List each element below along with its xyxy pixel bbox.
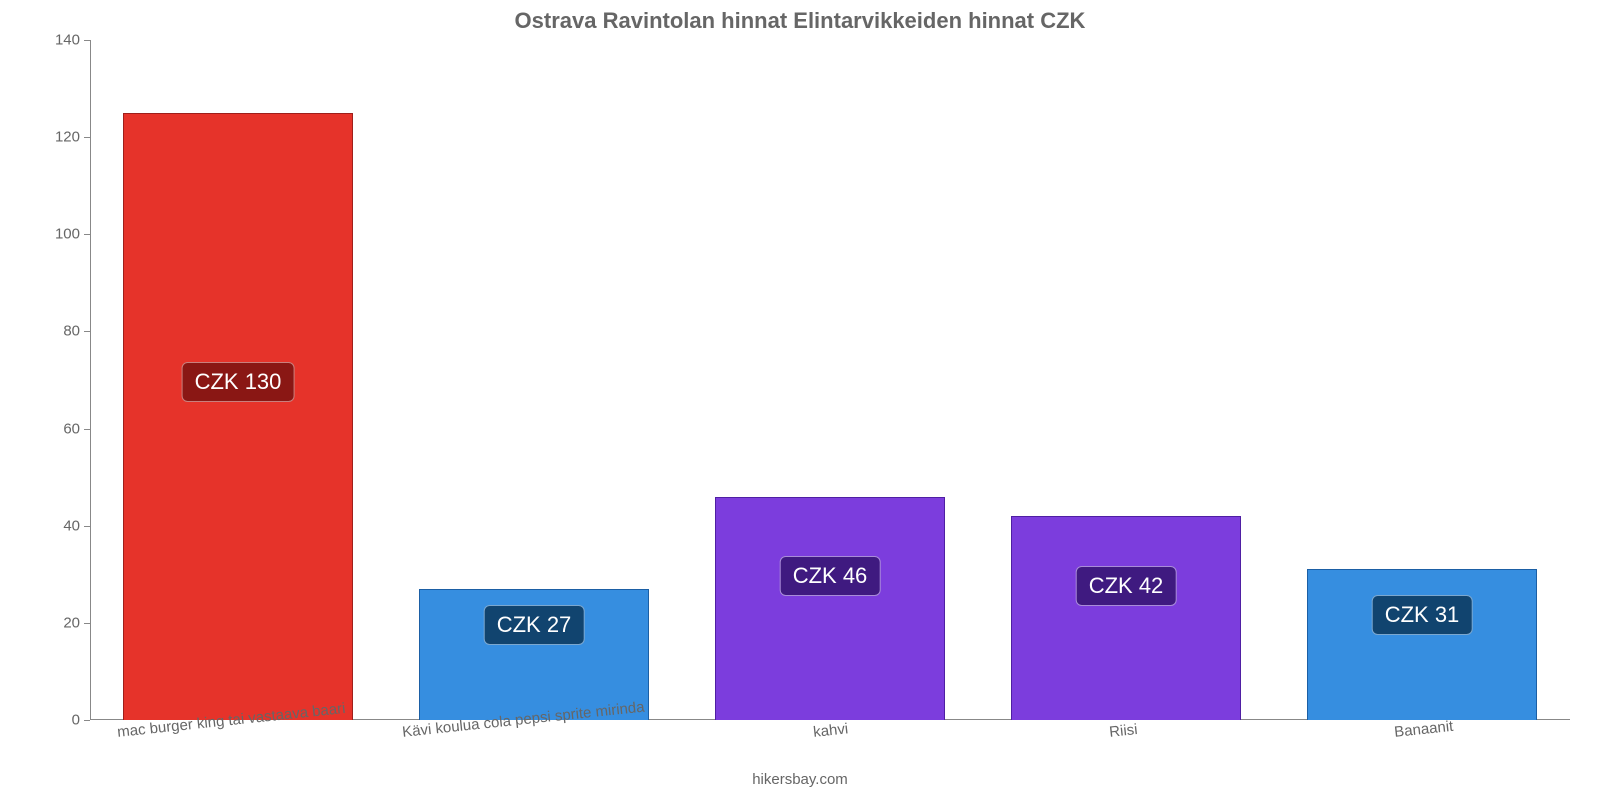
bar xyxy=(123,113,354,720)
bar xyxy=(715,497,946,720)
value-badge: CZK 27 xyxy=(484,605,585,645)
value-badge: CZK 31 xyxy=(1372,595,1473,635)
y-tick-label: 0 xyxy=(72,712,90,729)
attribution: hikersbay.com xyxy=(752,771,848,788)
x-tick-label: Riisi xyxy=(1108,721,1138,741)
x-tick-label: kahvi xyxy=(812,720,849,741)
bar xyxy=(1011,516,1242,720)
y-tick-label: 120 xyxy=(55,129,90,146)
y-tick-label: 60 xyxy=(63,420,90,437)
value-badge: CZK 46 xyxy=(780,556,881,596)
y-tick-label: 20 xyxy=(63,614,90,631)
y-tick-label: 140 xyxy=(55,32,90,49)
x-tick-label: Banaanit xyxy=(1394,718,1455,741)
chart-title: Ostrava Ravintolan hinnat Elintarvikkeid… xyxy=(0,0,1600,34)
y-tick-label: 80 xyxy=(63,323,90,340)
y-tick-label: 40 xyxy=(63,517,90,534)
y-axis xyxy=(90,40,91,720)
value-badge: CZK 130 xyxy=(182,362,295,402)
plot-area: 020406080100120140mac burger king tai va… xyxy=(90,40,1570,720)
y-tick-label: 100 xyxy=(55,226,90,243)
bar xyxy=(1307,569,1538,720)
value-badge: CZK 42 xyxy=(1076,566,1177,606)
